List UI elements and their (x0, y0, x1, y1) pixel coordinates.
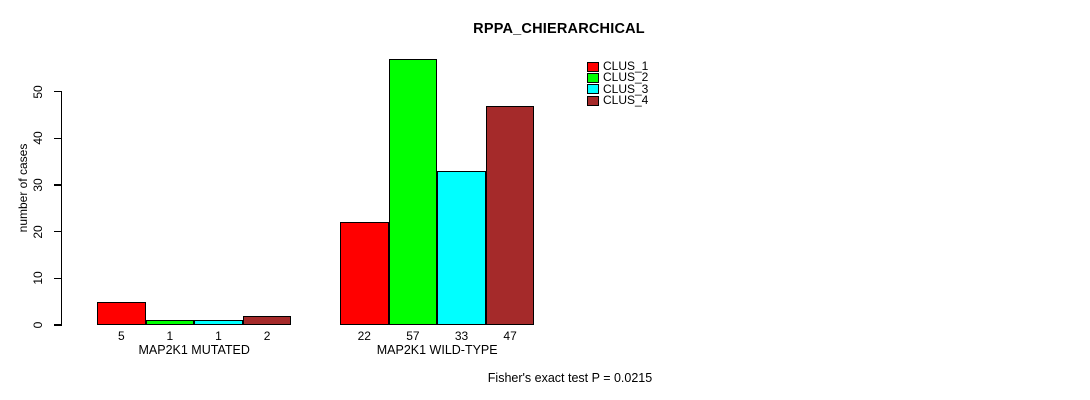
bar-value-label: 1 (166, 329, 174, 343)
legend-label: CLUS_4 (603, 93, 649, 108)
bar-clus_3 (437, 170, 486, 325)
y-tick-mark (54, 277, 62, 279)
y-tick-label: 0 (31, 321, 45, 329)
bar-clus_1 (97, 301, 146, 325)
chart-title: RPPA_CHIERARCHICAL (473, 21, 645, 37)
y-tick-label: 20 (31, 224, 45, 239)
bar-value-label: 1 (215, 329, 222, 343)
annotation-text: Fisher's exact test P = 0.0215 (487, 371, 653, 385)
y-tick-mark (54, 230, 62, 233)
bar-clus_2 (145, 320, 195, 325)
bar-clus_2 (388, 58, 438, 325)
bar-value-label: 5 (117, 329, 125, 343)
legend-item-clus_3: CLUS_3 (587, 81, 649, 96)
legend-swatch (587, 95, 599, 106)
legend-item-clus_1: CLUS_1 (587, 59, 649, 74)
legend-swatch (587, 61, 599, 72)
y-tick-label: 50 (31, 84, 45, 99)
bar-value-label: 33 (454, 329, 469, 343)
bar-clus_3 (194, 320, 243, 325)
bar-clus_4 (485, 105, 535, 325)
legend-swatch (587, 72, 599, 83)
legend-item-clus_2: CLUS_2 (587, 70, 649, 85)
legend-swatch (587, 84, 599, 95)
legend-item-clus_4: CLUS_4 (587, 93, 649, 108)
bar-value-label: 22 (357, 329, 371, 343)
legend-label: CLUS_3 (603, 81, 649, 96)
bar-value-label: 57 (406, 329, 420, 343)
category-label: MAP2K1 MUTATED (138, 343, 250, 357)
y-tick-mark (54, 90, 62, 93)
y-tick-label: 10 (31, 271, 45, 285)
y-tick-label: 30 (31, 178, 45, 192)
y-tick-mark (54, 184, 62, 186)
y-axis-line (61, 91, 63, 325)
y-tick-mark (54, 137, 62, 139)
y-axis-label: number of cases (16, 143, 30, 233)
bar-clus_4 (242, 315, 292, 325)
bar-value-label: 47 (503, 329, 517, 343)
legend-label: CLUS_1 (603, 59, 649, 74)
category-label: MAP2K1 WILD-TYPE (376, 343, 498, 357)
bar-value-label: 2 (263, 329, 271, 343)
y-tick-label: 40 (31, 131, 45, 145)
legend: CLUS_1 CLUS_2 CLUS_3 CLUS_4 (587, 59, 649, 108)
bar-clus_1 (340, 222, 389, 325)
y-tick-mark (54, 324, 62, 326)
legend-label: CLUS_2 (603, 70, 649, 85)
